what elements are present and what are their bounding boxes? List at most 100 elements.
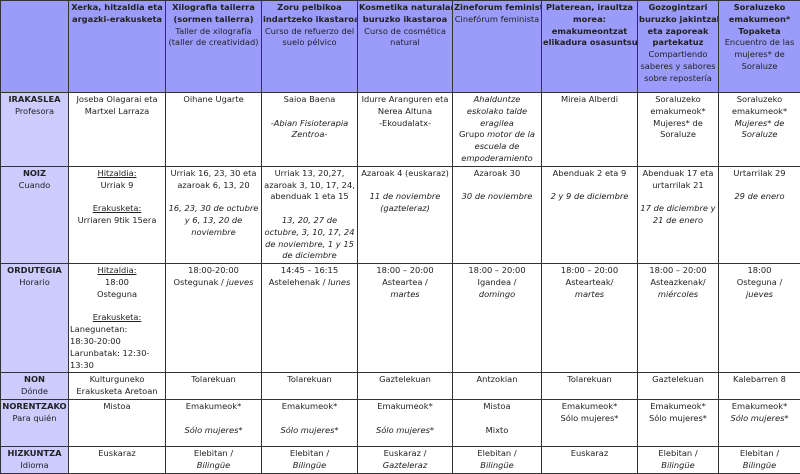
cell-line: Joseba Olagarai eta (70, 94, 164, 106)
cell-line: Sólo mujeres* (720, 413, 799, 425)
cell-line: Tolarekuan (263, 374, 356, 386)
cell-text: Ostegunak / (174, 277, 227, 287)
cell-line (263, 106, 356, 118)
cell-text: motor de la (487, 129, 535, 139)
cell-line (543, 180, 636, 192)
cell-line: Bilingüe (454, 460, 540, 472)
cell-line: azaroak 6, 13, 20 (167, 180, 260, 192)
table-cell: Mistoa (69, 399, 166, 446)
cell-line (70, 301, 164, 313)
cell-line: Bilingüe (263, 460, 356, 472)
cell-line: Sólo mujeres* (167, 425, 260, 437)
cell-line: 17 de diciembre y (639, 203, 717, 215)
cell-line: mujeres* de (720, 49, 799, 61)
cell-line: abenduak 1 eta 15 (263, 191, 356, 203)
cell-line: Elebitan / (454, 448, 540, 460)
cell-line: Curso de refuerzo del (263, 26, 356, 38)
row-sublabel: Horario (2, 277, 67, 289)
cell-line: emakumeok* (639, 106, 717, 118)
cell-line: Igandea / (454, 277, 540, 289)
cell-line: 30 de noviembre (454, 191, 540, 203)
table-cell: Oihane Ugarte (166, 93, 262, 167)
table-cell: Azaroak 4 (euskaraz)11 de noviembre(gazt… (358, 166, 453, 263)
cell-line: Oihane Ugarte (167, 94, 260, 106)
cell-line: 18:00 – 20:00 (454, 265, 540, 277)
table-cell: Euskaraz /Gazteleraz (358, 446, 453, 473)
cell-line: -Ekoudalatx- (359, 118, 451, 130)
table-cell: Emakumeok* Sólo mujeres* (262, 399, 358, 446)
cell-line: argazki-erakusketa (70, 14, 164, 26)
cell-line (454, 413, 540, 425)
table-cell: Emakumeok*Sólo mujeres* (719, 399, 800, 446)
cell-line: emakumeon* (720, 14, 799, 26)
cell-line: Emakumeok* (639, 401, 717, 413)
cell-line: Emakumeok* (263, 401, 356, 413)
cell-line: natural (359, 37, 451, 49)
cell-line: Tolarekuan (167, 374, 260, 386)
cell-text: jueves (226, 277, 253, 287)
table-cell: Emakumeok*Sólo mujeres* (638, 399, 719, 446)
cell-line: jueves (720, 289, 799, 301)
cell-line: 11 de noviembre (359, 191, 451, 203)
cell-line: Elebitan / (167, 448, 260, 460)
cell-line: Abenduak 2 eta 9 (543, 168, 636, 180)
cell-line: Sólo mujeres* (639, 413, 717, 425)
cell-line: Cinefórum feminista (454, 14, 540, 26)
cell-line: Urriak 9 (70, 180, 164, 192)
cell-line (70, 191, 164, 203)
cell-line: Sólo mujeres* (359, 425, 451, 437)
cell-line: Sólo mujeres* (263, 425, 356, 437)
cell-line: martes (359, 289, 451, 301)
cell-line: 18:00 (720, 265, 799, 277)
cell-line: Compartiendo (639, 49, 717, 61)
corner-cell (1, 1, 69, 93)
table-cell: Elebitan /Bilingüe (638, 446, 719, 473)
cell-line: Gazteleraz (359, 460, 451, 472)
cell-line (263, 203, 356, 215)
cell-line: morea: (543, 14, 636, 26)
cell-line: 18:30-20:00 (70, 336, 164, 348)
cell-line: azaroak 3, 10, 17, 24, (263, 180, 356, 192)
cell-line: Emakumeok* (359, 401, 451, 413)
cell-line: Soraluzeko (720, 2, 799, 14)
cell-line: noviembre (167, 227, 260, 239)
table-cell: Tolarekuan (542, 373, 638, 400)
table-cell: Gaztelekuan (358, 373, 453, 400)
cell-line: Xilografia tailerra (167, 2, 260, 14)
row-label: ORDUTEGIA (2, 265, 67, 277)
cell-line: Urriak 16, 23, 30 eta (167, 168, 260, 180)
cell-line (720, 180, 799, 192)
cell-line: Lanegunetan: (70, 324, 164, 336)
cell-line: 18:00 (70, 277, 164, 289)
cell-line: buruzko jakintzak (639, 14, 717, 26)
table-cell: Tolarekuan (166, 373, 262, 400)
cell-line (263, 413, 356, 425)
cell-line: Zineforum feminista (454, 2, 540, 14)
cell-line: Mistoa (70, 401, 164, 413)
cell-line (454, 180, 540, 192)
cell-line: Emakumeok* (167, 401, 260, 413)
cell-line: Abenduak 17 eta (639, 168, 717, 180)
cell-line: Idurre Aranguren eta (359, 94, 451, 106)
cell-line: 21 de enero (639, 215, 717, 227)
cell-line: Emakumeok* (720, 401, 799, 413)
row-label: NORENTZAKO (2, 401, 67, 413)
